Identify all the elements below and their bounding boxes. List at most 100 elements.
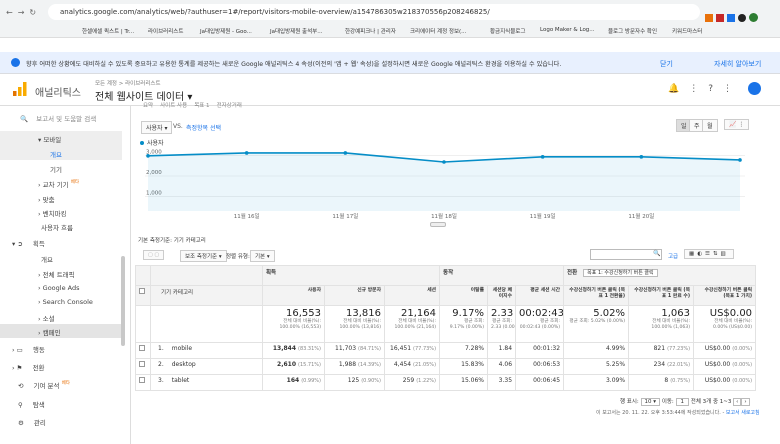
column-header[interactable]: 세션 — [383, 285, 441, 306]
column-header[interactable]: 사용자 — [262, 285, 325, 306]
rows-select[interactable]: 10 ▾ — [640, 398, 661, 406]
page-input[interactable]: 1 — [675, 398, 690, 406]
report-tab[interactable]: 요약 — [143, 103, 154, 109]
bookmark[interactable]: 크리에이터 계정 정보(... — [410, 29, 467, 35]
sort-value: 기본 — [255, 254, 266, 260]
sort-select[interactable]: 기본 ▾ — [250, 250, 275, 262]
cell-share: (14.39%) — [358, 362, 381, 368]
url-field[interactable] — [48, 4, 700, 20]
period-button[interactable]: 주 — [689, 119, 705, 132]
column-header[interactable]: 평균 세션 시간 — [515, 285, 565, 306]
data-cell: 259 (1.22%) — [383, 374, 441, 391]
cell-value: 4.99% — [605, 345, 626, 352]
nav-item[interactable]: › 전체 트래픽 — [38, 271, 75, 279]
table-search[interactable] — [590, 249, 662, 260]
column-header[interactable]: 세션당 페이지수 — [487, 285, 517, 306]
view-buttons[interactable]: ▦◐☰⇅▥ — [684, 249, 734, 259]
cell-share: (0.00%) — [732, 362, 753, 368]
data-cell: 3.35 — [487, 374, 517, 391]
avatar[interactable] — [748, 82, 761, 95]
column-header[interactable]: 수강신청하기 버튼 클릭 (목표 1 전환율) — [563, 285, 630, 306]
data-cell: 1,988 (14.39%) — [324, 358, 385, 375]
column-header[interactable]: 수강신청하기 버튼 클릭 (목표 1 완료 수) — [628, 285, 695, 306]
nav-label: 획득 — [32, 240, 45, 248]
table-body: 획득 동작 전환 목표 1: 수강신청하기 버튼 클릭 기기 카테고리 사용자 신규 방문자… — [135, 265, 757, 391]
bookmark[interactable]: Ja대입방제원 - Goo... — [200, 29, 252, 35]
metric-select[interactable]: 사용자 ▾ — [141, 121, 173, 134]
header-icons[interactable]: 🔔⋮?⋮ — [668, 84, 742, 94]
total-value: 2.33 — [491, 308, 514, 319]
nav-label: 교차 기기 — [42, 181, 69, 189]
checkbox[interactable] — [139, 288, 145, 294]
nav-item[interactable]: › ⚑ 전환 — [12, 364, 45, 372]
nav-item[interactable]: › 교차 기기 베타 — [38, 180, 80, 189]
refresh-link[interactable]: 보고서 새로고침 — [725, 410, 760, 416]
breadcrumb[interactable]: 모든 계정 > 라이브러리스트 — [95, 81, 161, 87]
banner-learn-more[interactable]: 자세히 알아보기 — [714, 60, 762, 68]
nav-item[interactable]: ▾ ➲ 획득 — [12, 240, 45, 248]
nav-item[interactable]: › 소셜 — [38, 315, 55, 323]
nav-item[interactable]: ▾ 모바일 — [38, 136, 62, 144]
cell-value: 259 — [402, 377, 415, 384]
bookmark[interactable]: 블로그 방문자수 확인 — [608, 29, 658, 35]
chart-scroll[interactable] — [430, 222, 446, 227]
nav-item[interactable]: › ▭ 행동 — [12, 346, 45, 354]
checkbox[interactable] — [139, 345, 145, 351]
bookmark[interactable]: 라이브러리스트 — [148, 29, 184, 35]
row-name[interactable]: desktop — [171, 361, 196, 368]
goal-select[interactable]: 목표 1: 수강신청하기 버튼 클릭 — [583, 269, 658, 277]
bookmark[interactable]: 황금지식블로그 — [490, 29, 526, 35]
nav-item[interactable]: 기기 — [50, 166, 62, 174]
bookmark[interactable]: 한셀에셀 퀵스트 | Tr... — [82, 29, 135, 35]
sort-label: 정렬 유형: — [226, 254, 250, 260]
report-tab[interactable]: 전자상거래 — [216, 103, 242, 109]
vs: VS. — [173, 123, 183, 130]
nav-item[interactable]: › 벤치마킹 — [38, 210, 67, 218]
data-cell: 125 (0.90%) — [324, 374, 385, 391]
nav-item[interactable]: › Google Ads — [38, 284, 80, 292]
prev-page[interactable]: ‹ — [733, 398, 742, 406]
nav-item[interactable]: ⚲ 탐색 — [18, 401, 45, 409]
column-header[interactable]: 수강신청하기 버튼 클릭 (목표 1 가치) — [693, 285, 757, 306]
nav-buttons[interactable]: ←→↻ — [6, 8, 42, 17]
nav-item[interactable]: › Search Console — [38, 298, 93, 306]
bookmark[interactable]: 키워드마스터 — [672, 29, 703, 35]
period-button[interactable]: 월 — [702, 119, 718, 132]
plot-rows[interactable]: ▢ ▢ — [143, 250, 165, 260]
nav-item[interactable]: ⚙ 관리 — [18, 419, 46, 427]
bookmark[interactable]: 한강예피크나 | 관리자 — [345, 29, 396, 35]
row-name[interactable]: tablet — [171, 377, 190, 384]
chart-type-buttons[interactable]: 📈 ⋮ — [724, 119, 750, 130]
bookmark[interactable]: Ja대입방제원 출석부... — [270, 29, 323, 35]
extensions[interactable] — [705, 7, 775, 22]
banner-close[interactable]: 닫기 — [660, 60, 673, 68]
property-name[interactable]: 전체 웹사이트 데이터 ▾ — [95, 92, 193, 103]
report-tab[interactable]: 목표 1 — [194, 103, 210, 109]
compare-metric[interactable]: 측정항목 선택 — [186, 125, 222, 132]
cell-share: (21.05%) — [413, 362, 437, 368]
nav-item[interactable]: 개요 — [50, 151, 62, 159]
checkbox[interactable] — [139, 361, 145, 367]
nav-item[interactable]: › 캠페인 — [38, 329, 61, 337]
generated: 이 보고서는 20. 11. 22. 오후 3:53:44에 작성되었습니다. … — [596, 410, 760, 416]
report-tab[interactable]: 사이트 사용 — [160, 103, 188, 109]
row-name[interactable]: mobile — [171, 345, 193, 352]
nav-item[interactable]: › 맞춤 — [38, 196, 55, 204]
nav-item[interactable]: 사용자 흐름 — [41, 224, 73, 232]
sidebar-search[interactable]: 🔍 보고서 및 도움말 검색 — [20, 115, 97, 123]
column-header[interactable]: 신규 방문자 — [324, 285, 385, 306]
secondary-dimension[interactable]: 보조 측정기준 ▾ — [180, 250, 227, 262]
nav-label: Search Console — [42, 298, 93, 306]
nav-item[interactable]: ⟲ 기여 분석 베타 — [18, 381, 70, 390]
cell — [150, 265, 263, 286]
advanced[interactable]: 고급 — [668, 254, 679, 260]
checkbox[interactable] — [139, 377, 145, 383]
column-header[interactable]: 이탈률 — [439, 285, 489, 306]
bookmark[interactable]: Logo Maker & Log... — [540, 27, 595, 33]
data-cell: 13,844 (83.31%) — [262, 342, 325, 359]
data-cell: 2,610 (15.71%) — [262, 358, 325, 375]
dimension-header[interactable]: 기기 카테고리 — [150, 285, 263, 306]
total-note: 전체 대비 비율(%): — [398, 319, 437, 324]
nav-item[interactable]: 개요 — [41, 256, 53, 264]
next-page[interactable]: › — [741, 398, 750, 406]
